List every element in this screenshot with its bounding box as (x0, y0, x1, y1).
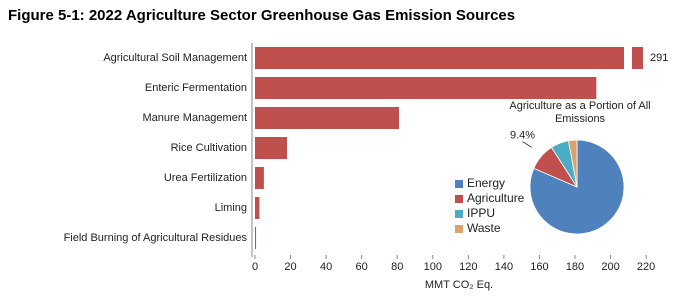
y-tick-label: Enteric Fermentation (145, 82, 247, 94)
pie-value-label: 9.4% (510, 129, 535, 141)
legend-label: Energy (467, 176, 505, 190)
y-tick-label: Urea Fertilization (164, 172, 247, 184)
bar (255, 227, 257, 249)
bar (255, 197, 260, 219)
pie-title: Agriculture as a Portion of All Emission… (509, 100, 651, 125)
y-tick-label: Rice Cultivation (171, 142, 247, 154)
y-tick-label: Liming (215, 202, 247, 214)
x-tick-label: 220 (637, 261, 655, 273)
leader-line (522, 141, 532, 148)
x-tick-label: 200 (601, 261, 619, 273)
x-tick-label: 180 (566, 261, 584, 273)
figure-title: Figure 5-1: 2022 Agriculture Sector Gree… (8, 7, 516, 24)
bar (255, 77, 597, 99)
legend-swatch (455, 210, 463, 218)
x-tick-label: 60 (356, 261, 368, 273)
legend-swatch (455, 195, 463, 203)
x-tick-label: 20 (284, 261, 296, 273)
x-tick-label: 140 (495, 261, 513, 273)
x-tick-label: 100 (424, 261, 442, 273)
y-tick-label: Agricultural Soil Management (103, 52, 247, 64)
legend-label: IPPU (467, 206, 495, 220)
bar-break-stub (632, 47, 643, 69)
x-tick-label: 160 (530, 261, 548, 273)
x-axis-title: MMT CO₂ Eq. (425, 279, 493, 291)
legend-label: Waste (467, 221, 501, 235)
legend-swatch (455, 225, 463, 233)
bar (255, 47, 624, 69)
x-tick-label: 40 (320, 261, 332, 273)
value-label: 291 (650, 52, 668, 64)
x-tick-label: 80 (391, 261, 403, 273)
x-tick-label: 120 (459, 261, 477, 273)
legend-swatch (455, 180, 463, 188)
legend-label: Agriculture (467, 191, 525, 205)
y-tick-label: Manure Management (142, 112, 247, 124)
y-tick-label: Field Burning of Agricultural Residues (64, 232, 248, 244)
bar (255, 167, 264, 189)
x-tick-label: 0 (252, 261, 258, 273)
pie-slice (568, 139, 578, 188)
bar (255, 107, 399, 129)
bar (255, 137, 287, 159)
